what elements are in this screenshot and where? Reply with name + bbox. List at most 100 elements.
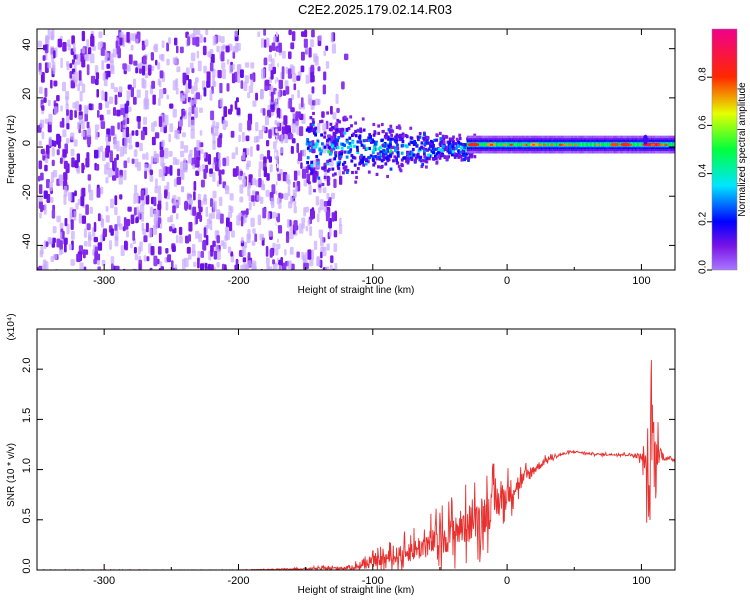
spectrogram-cell (372, 122, 376, 127)
spectrogram-cell (276, 228, 279, 233)
spectrogram-cell (327, 145, 331, 149)
spectrogram-cell (73, 139, 78, 147)
spectrogram-cell (280, 147, 284, 154)
spectrogram-cell (441, 145, 445, 149)
spectrogram-cell (133, 78, 137, 89)
spectrogram-cell (140, 130, 145, 141)
spectrogram-cell (323, 175, 327, 179)
spectrogram-cell (231, 73, 236, 84)
spectrogram-cell (365, 138, 369, 142)
spectrogram-cell (275, 266, 277, 270)
spectrogram-cell (142, 55, 147, 65)
spectrogram-cell (175, 234, 179, 244)
spectrogram-cell (242, 172, 246, 184)
spectrogram-cell (450, 153, 454, 157)
spectrogram-cell (327, 182, 331, 186)
spectrogram-cell (293, 83, 297, 91)
spectrogram-cell (198, 233, 202, 243)
spectrogram-cell (366, 160, 370, 164)
spectrogram-cell (227, 246, 232, 254)
spectrogram-cell (126, 218, 131, 227)
spectrogram-cell (164, 190, 167, 199)
spectrogram-cell (397, 124, 401, 128)
spectrogram-cell (293, 193, 297, 199)
spectrogram-cell (117, 91, 122, 98)
spectrogram-cell (419, 155, 423, 159)
spectrogram-cell (207, 154, 211, 165)
spectrogram-cell (425, 141, 429, 145)
spectrogram-cell (335, 93, 339, 104)
spectrogram-cell (139, 142, 143, 152)
spectrogram-cell (306, 161, 309, 165)
spectrogram-cell (343, 131, 347, 135)
spectrogram-cell (136, 116, 141, 122)
spectrogram-cell (276, 164, 279, 169)
spectrogram-cell (85, 157, 90, 168)
spectrogram-cell (417, 155, 420, 159)
spectrogram-cell (113, 107, 117, 116)
spectrogram-cell (309, 226, 313, 236)
spectrogram-cell (158, 116, 163, 127)
spectrogram-cell (325, 45, 329, 51)
spectrogram-cell (420, 145, 423, 149)
spectrogram-cell (338, 224, 343, 235)
spectrogram-cell (75, 100, 80, 112)
spectrogram-cell (368, 146, 371, 151)
spectrogram-cell (275, 190, 278, 195)
spectrogram-cell (67, 44, 71, 51)
spectrogram-cell (276, 104, 279, 109)
spectrogram-cell (116, 140, 120, 152)
spectrogram-cell (253, 136, 258, 143)
spectrogram-cell (311, 169, 315, 173)
spectrogram-cell (250, 146, 253, 157)
spectrogram-cell (172, 195, 177, 206)
spectrogram-cell (84, 54, 89, 60)
spectrogram-cell (303, 38, 308, 48)
spectrogram-cell (348, 142, 352, 146)
spectrogram-cell (368, 133, 372, 137)
spectrogram-cell (313, 189, 316, 193)
spectrogram-cell (184, 200, 188, 211)
spectrogram-cell (522, 143, 526, 146)
spectrogram-cell (119, 194, 123, 200)
spectrogram-cell (354, 180, 358, 184)
spectrogram-cell (435, 161, 439, 165)
spectrogram-cell (606, 143, 609, 147)
y-scale-label: (x10⁴) (6, 313, 17, 340)
spectrogram-cell (53, 50, 56, 59)
snr-series-line (37, 360, 675, 570)
spectrogram-cell (149, 175, 154, 182)
spectrogram-cell (345, 127, 349, 132)
spectrogram-cell (339, 175, 343, 185)
spectrogram-cell (202, 45, 207, 56)
spectrogram-cell (172, 108, 177, 118)
spectrogram-cell (98, 31, 103, 39)
spectrogram-cell (193, 181, 197, 191)
spectrogram-cell (310, 72, 314, 83)
spectrogram-cell (446, 140, 450, 144)
spectrogram-cell (160, 149, 165, 157)
spectrogram-cell (395, 133, 399, 137)
spectrogram-cell (461, 150, 465, 154)
spectrogram-cell (602, 143, 605, 147)
spectrogram-cell (321, 166, 325, 171)
spectrogram-cell (368, 138, 372, 142)
spectrogram-cell (572, 143, 576, 147)
spectrogram-cell (165, 201, 169, 211)
spectrogram-cell (208, 213, 212, 225)
spectrogram-cell (215, 122, 220, 129)
spectrogram-cell (161, 40, 165, 48)
spectrogram-cell (275, 42, 277, 47)
spectrogram-cell (234, 264, 239, 270)
spectrogram-cell (246, 160, 251, 168)
spectrogram-cell (199, 34, 203, 43)
spectrogram-cell (131, 130, 135, 136)
spectrogram-cell (78, 213, 82, 224)
spectrogram-cell (231, 230, 235, 238)
spectrogram-cell (71, 157, 75, 168)
spectrogram-cell (591, 143, 594, 147)
spectrogram-cell (137, 119, 141, 129)
spectrogram-cell (176, 213, 179, 220)
spectrogram-cell (230, 130, 235, 138)
spectrogram-cell (154, 186, 159, 194)
